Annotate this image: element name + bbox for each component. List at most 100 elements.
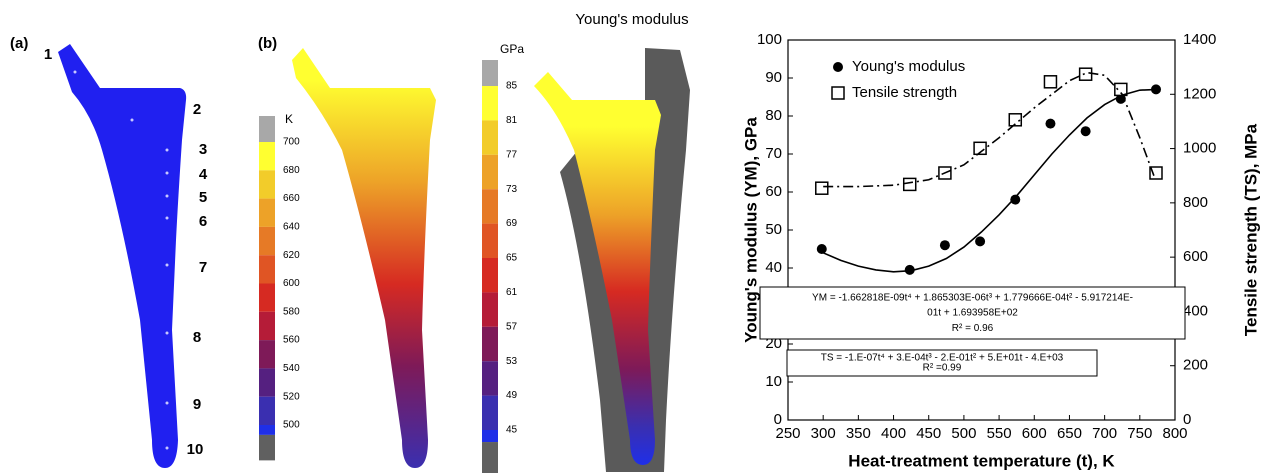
point bbox=[1078, 67, 1093, 81]
colorbar-band bbox=[259, 396, 275, 425]
colorbar-band bbox=[482, 361, 498, 396]
colorbar-tick-label: 69 bbox=[506, 218, 518, 229]
colorbar-tick-label: 77 bbox=[506, 149, 518, 160]
point-label: 9 bbox=[193, 396, 201, 413]
point-dot bbox=[165, 171, 169, 175]
colorbar-tick-label: 560 bbox=[283, 335, 300, 346]
point bbox=[975, 236, 986, 247]
colorbar-tick-label: 65 bbox=[506, 253, 518, 264]
colorbar-band bbox=[482, 86, 498, 121]
legend-marker bbox=[831, 86, 845, 100]
equation-box bbox=[759, 286, 1186, 340]
colorbar-band bbox=[482, 292, 498, 327]
point bbox=[1149, 166, 1163, 180]
colorbar-band bbox=[259, 425, 275, 435]
point-label: 8 bbox=[193, 329, 201, 346]
implant-temperature bbox=[292, 48, 436, 468]
point bbox=[1045, 118, 1056, 129]
x-axis-label: Heat-treatment temperature (t), K bbox=[848, 451, 1115, 470]
y2-tick-label: 200 bbox=[1183, 357, 1208, 374]
colorbar-tick-label: 49 bbox=[506, 390, 518, 401]
point-dot bbox=[73, 70, 77, 74]
colorbar-tick-label: 500 bbox=[283, 420, 300, 431]
colorbar-tick-label: 53 bbox=[506, 356, 518, 367]
y2-tick-label: 800 bbox=[1183, 194, 1208, 211]
colorbar-band bbox=[259, 198, 275, 227]
point bbox=[904, 264, 915, 275]
x-tick-label: 350 bbox=[846, 425, 871, 442]
y-tick-label: 60 bbox=[765, 183, 782, 200]
x-tick-label: 700 bbox=[1092, 425, 1117, 442]
colorbar-tick-label: 85 bbox=[506, 81, 518, 92]
colorbar-band bbox=[482, 154, 498, 190]
point bbox=[1080, 126, 1091, 137]
x-tick-label: 650 bbox=[1057, 425, 1082, 442]
y-axis-label: Young's modulus (YM), GPa bbox=[741, 117, 760, 343]
colorbar-band bbox=[482, 60, 498, 86]
fit-line bbox=[823, 71, 1155, 188]
equation-text: YM = -1.662818E-09t⁴ + 1.865303E-06t³ + … bbox=[812, 292, 1133, 303]
x-tick-label: 750 bbox=[1127, 425, 1152, 442]
colorbar-tick-label: 81 bbox=[506, 115, 518, 126]
colorbar-tick-label: 540 bbox=[283, 363, 300, 374]
point-label: 10 bbox=[187, 441, 204, 458]
y-tick-label: 90 bbox=[765, 69, 782, 86]
point-label: 4 bbox=[199, 166, 208, 183]
point-label: 3 bbox=[199, 141, 207, 158]
x-tick-label: 250 bbox=[775, 425, 800, 442]
point-label: 7 bbox=[199, 259, 207, 276]
colorbar-tick-label: 600 bbox=[283, 278, 300, 289]
x-tick-label: 550 bbox=[987, 425, 1012, 442]
point-dot bbox=[165, 216, 169, 220]
y-tick-label: 0 bbox=[774, 411, 782, 428]
point-label: 5 bbox=[199, 189, 207, 206]
y2-tick-label: 600 bbox=[1183, 248, 1208, 265]
equation-text: TS = -1.E-07t⁴ + 3.E-04t³ - 2.E-01t² + 5… bbox=[821, 353, 1064, 364]
fit-line bbox=[822, 88, 1158, 273]
x-tick-label: 500 bbox=[951, 425, 976, 442]
point bbox=[815, 181, 829, 195]
y-tick-label: 100 bbox=[757, 31, 782, 48]
colorbar-band bbox=[259, 142, 275, 171]
colorbar-band bbox=[482, 442, 498, 473]
y2-tick-label: 0 bbox=[1183, 411, 1191, 428]
colorbar-tick-label: 73 bbox=[506, 184, 518, 195]
colorbar-band bbox=[259, 368, 275, 397]
colorbar-tick-label: 660 bbox=[283, 193, 300, 204]
y-tick-label: 80 bbox=[765, 107, 782, 124]
point-dot bbox=[165, 194, 169, 198]
point bbox=[1043, 75, 1058, 89]
y2-tick-label: 400 bbox=[1183, 302, 1208, 319]
y2-tick-label: 1400 bbox=[1183, 31, 1216, 48]
y-tick-label: 10 bbox=[765, 373, 782, 390]
point-dot bbox=[165, 263, 169, 267]
y2-tick-label: 1200 bbox=[1183, 85, 1216, 102]
y-tick-label: 40 bbox=[765, 259, 782, 276]
point bbox=[1008, 113, 1023, 127]
point-dot bbox=[165, 446, 169, 450]
point-dot bbox=[165, 331, 169, 335]
colorbar-band bbox=[482, 430, 498, 443]
colorbar-band bbox=[259, 226, 275, 256]
y-tick-label: 70 bbox=[765, 145, 782, 162]
colorbar-tick-label: 640 bbox=[283, 222, 300, 233]
colorbar-unit: K bbox=[285, 112, 293, 126]
point bbox=[939, 240, 950, 251]
y2-tick-label: 1000 bbox=[1183, 140, 1216, 157]
colorbar-band bbox=[482, 120, 498, 155]
point-label: 6 bbox=[199, 213, 207, 230]
equation-text: 01t + 1.693958E+02 bbox=[927, 308, 1018, 319]
colorbar-band bbox=[259, 283, 275, 312]
panel-label: (b) bbox=[258, 35, 277, 52]
colorbar-band bbox=[482, 395, 498, 430]
x-tick-label: 800 bbox=[1162, 425, 1187, 442]
legend-label: Young's modulus bbox=[852, 58, 965, 75]
point bbox=[1010, 194, 1021, 205]
colorbar-tick-label: 580 bbox=[283, 306, 300, 317]
point-dot bbox=[165, 401, 169, 405]
point bbox=[973, 141, 987, 156]
point-label: 2 bbox=[193, 101, 201, 118]
colorbar-band bbox=[482, 326, 498, 362]
y-tick-label: 50 bbox=[765, 221, 782, 238]
legend-marker bbox=[833, 62, 843, 72]
